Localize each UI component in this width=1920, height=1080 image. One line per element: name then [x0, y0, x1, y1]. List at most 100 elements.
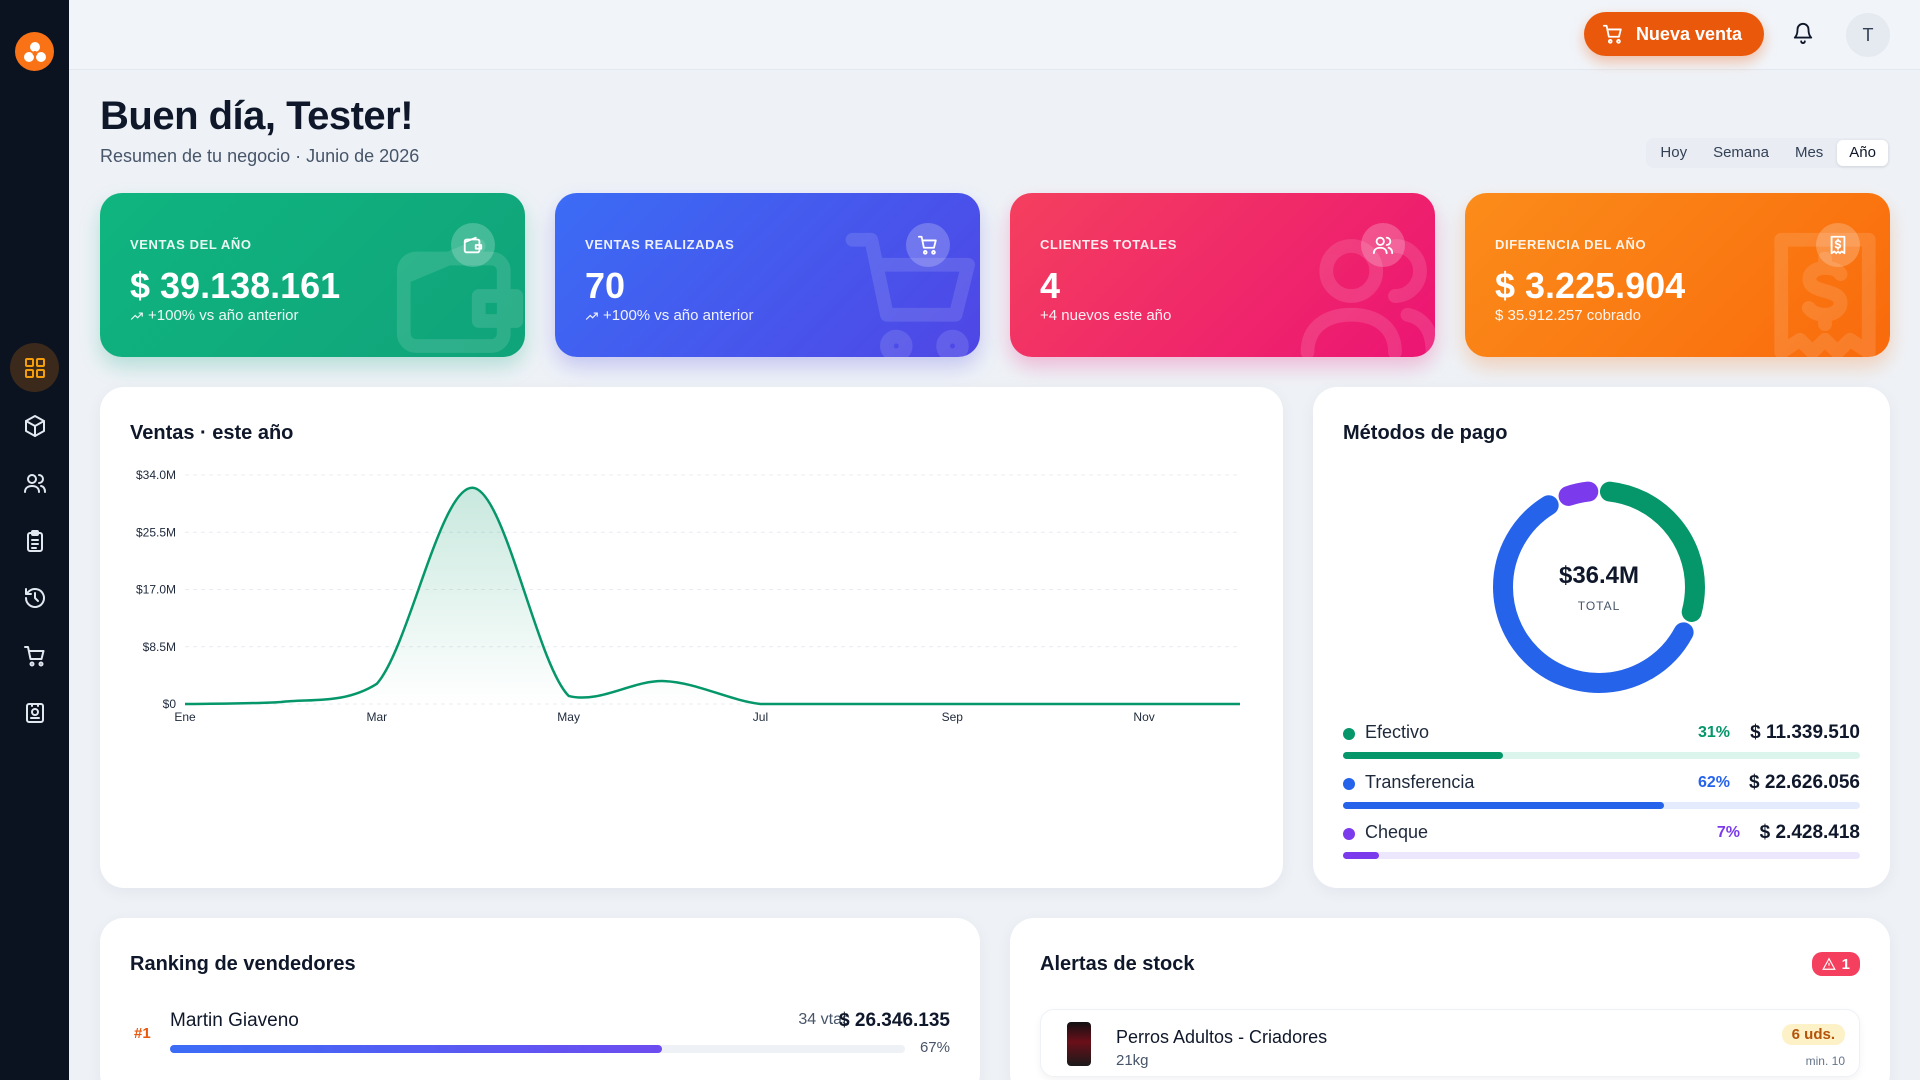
stock-title: Alertas de stock [1040, 953, 1195, 975]
warning-icon [1821, 957, 1836, 970]
chart-title: Ventas · este año [130, 422, 294, 444]
payment-pct: 62% [1697, 774, 1730, 791]
stock-alert-count: 1 [1841, 955, 1850, 973]
stat-sub-text: +100% vs año anterior [603, 307, 754, 324]
trend-up-icon [585, 312, 598, 320]
sidebar [0, 0, 69, 1080]
payment-bar-track [1343, 752, 1860, 759]
seller-name: Martin Giaveno [170, 1010, 299, 1031]
stat-value: 4 [1040, 265, 1061, 306]
sales-point [375, 682, 379, 686]
users-icon [23, 473, 46, 493]
nav-orders[interactable] [10, 516, 59, 565]
box-icon [24, 414, 45, 437]
stat-label: DIFERENCIA DEL AÑO [1495, 237, 1647, 252]
stat-sub: +4 nuevos este año [1040, 307, 1171, 324]
user-avatar[interactable]: T [1846, 13, 1890, 57]
receipt-icon [1816, 223, 1860, 267]
page-title: Buen día, Tester! [100, 94, 414, 138]
stock-minimum: min. 10 [1805, 1054, 1845, 1068]
nav-dashboard[interactable] [10, 343, 59, 392]
seller-amount: $ 26.346.135 [839, 1010, 950, 1031]
stat-value: 70 [585, 265, 626, 306]
payment-name: Efectivo [1365, 722, 1430, 742]
cart-watermark-icon [840, 221, 980, 357]
stat-sub-text: $ 35.912.257 cobrado [1495, 307, 1641, 324]
sales-point [279, 700, 283, 704]
notifications-button[interactable] [1792, 22, 1816, 46]
y-tick-label: $17.0M [136, 583, 176, 597]
nav-history[interactable] [10, 573, 59, 622]
tab-semana[interactable]: Semana [1713, 144, 1769, 161]
stat-value: $ 3.225.904 [1495, 265, 1686, 306]
app-logo[interactable] [15, 32, 54, 71]
payment-amount: $ 11.339.510 [1750, 722, 1860, 743]
payment-amount: $ 22.626.056 [1749, 772, 1860, 793]
stat-card-sales-year: VENTAS DEL AÑO $ 39.138.161 +100% vs año… [100, 193, 525, 357]
donut-slice [1493, 481, 1705, 693]
payment-pct: 31% [1697, 724, 1730, 741]
x-tick-label: Ene [174, 710, 196, 724]
x-tick-label: Nov [1133, 710, 1154, 724]
payment-pct: 7% [1716, 824, 1740, 841]
payment-methods-panel: Métodos de pago $36.4M TOTAL Efectivo 31… [1313, 387, 1890, 888]
payment-title: Métodos de pago [1343, 422, 1508, 444]
payment-bar-fill [1343, 852, 1380, 859]
tab-hoy[interactable]: Hoy [1660, 144, 1688, 161]
x-tick-label: Jul [753, 710, 768, 724]
stat-card-year-difference: DIFERENCIA DEL AÑO $ 3.225.904 $ 35.912.… [1465, 193, 1890, 357]
nav-clients[interactable] [10, 458, 59, 507]
wallet-icon [451, 223, 495, 267]
y-tick-label: $34.0M [136, 468, 176, 482]
stat-sub-text: +100% vs año anterior [148, 307, 299, 324]
tab-ano[interactable]: Año [1837, 140, 1888, 166]
product-name: Perros Adultos - Criadores [1116, 1027, 1328, 1047]
receipt-watermark-icon [1750, 221, 1890, 357]
sales-point [950, 702, 954, 706]
donut-total-value: $36.4M [1558, 562, 1640, 589]
payment-amount: $ 2.428.418 [1759, 822, 1860, 843]
sales-point [1238, 702, 1242, 706]
bell-icon [1793, 23, 1813, 44]
nav-register[interactable] [10, 688, 59, 737]
users-icon [1361, 223, 1405, 267]
sales-point [183, 702, 187, 706]
new-sale-label: Nueva venta [1635, 23, 1742, 44]
y-tick-label: $8.5M [143, 640, 176, 654]
x-tick-label: May [557, 710, 580, 724]
y-tick-label: $25.5M [136, 525, 176, 539]
stat-label: CLIENTES TOTALES [1040, 237, 1177, 252]
stat-card-clients: CLIENTES TOTALES 4 +4 nuevos este año [1010, 193, 1435, 357]
nav-products[interactable] [10, 401, 59, 450]
payment-name: Transferencia [1365, 772, 1475, 792]
legend-dot [1343, 828, 1355, 840]
sales-area-fill [185, 487, 1240, 704]
sales-chart-panel: Ventas · este año $0 $8.5M $17.0M $25.5M $34… [100, 387, 1283, 888]
payment-name: Cheque [1365, 822, 1429, 842]
x-tick-label: Sep [942, 710, 964, 724]
payment-bar-fill [1343, 752, 1504, 759]
ranking-title: Ranking de vendedores [130, 953, 356, 975]
cart-icon [906, 223, 950, 267]
period-tabs: Hoy Semana Mes Año [1646, 138, 1890, 168]
donut-slice [1493, 481, 1705, 693]
sales-point [1142, 702, 1146, 706]
sales-line [184, 486, 1240, 706]
stat-sub: $ 35.912.257 cobrado [1495, 307, 1641, 324]
sales-chart: $0 $8.5M $17.0M $25.5M $34.0M Ene Mar May Jul Sep… [136, 468, 1242, 724]
page-subtitle: Resumen de tu negocio · Junio de 2026 [100, 146, 420, 166]
stat-value: $ 39.138.161 [130, 265, 341, 306]
legend-dot [1343, 728, 1355, 740]
nav-sales[interactable] [10, 631, 59, 680]
stock-alerts-panel: Alertas de stock 1 Perros Adultos - Cria… [1010, 918, 1890, 1080]
stock-item[interactable]: Perros Adultos - Criadores 21kg 6 uds. m… [1040, 1009, 1860, 1077]
users-watermark-icon [1295, 221, 1435, 357]
stat-sub: +100% vs año anterior [585, 307, 754, 324]
sales-point [758, 702, 762, 706]
cart-icon [23, 645, 44, 666]
wallet-watermark-icon [385, 221, 525, 357]
tab-mes[interactable]: Mes [1794, 144, 1824, 161]
x-tick-label: Mar [366, 710, 387, 724]
new-sale-button[interactable]: Nueva venta [1583, 12, 1764, 56]
rank-number: #1 [134, 1025, 151, 1042]
